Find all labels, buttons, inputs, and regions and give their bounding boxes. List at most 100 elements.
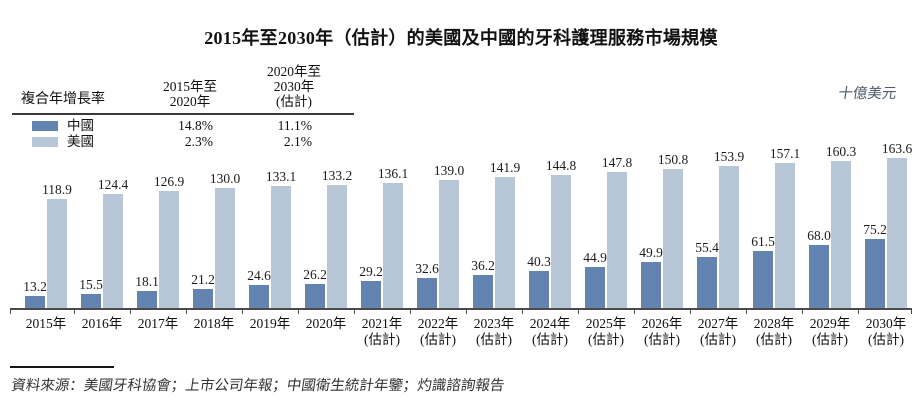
axis-tick-0 (10, 310, 11, 314)
bar-value-usa-5: 133.2 (321, 168, 353, 184)
bar-value-usa-10: 147.8 (601, 155, 633, 171)
x-label-14: 2029年 (估計) (809, 316, 851, 347)
bar-value-usa-2: 126.9 (153, 174, 185, 190)
bar-groups: 13.2 118.9 15.5 124.4 18.1 126.9 21.2 130.0 24.6… (23, 138, 912, 308)
x-label-1: 2016年 (81, 316, 123, 331)
unit-label: 十億美元 (837, 82, 898, 103)
bar-value-china-5: 26.2 (303, 266, 327, 282)
axis-tick-4 (242, 310, 243, 314)
cagr-legend: 複合年增長率 2015年至 2020年 2020年至 2030年 (估計) 中國… (12, 64, 354, 149)
x-axis (10, 308, 912, 314)
axis-tick-2 (130, 310, 131, 314)
bar-value-usa-13: 157.1 (769, 146, 801, 162)
x-label-8: 2023年 (估計) (473, 316, 515, 347)
axis-tick-6 (354, 310, 355, 314)
bar-china-9: 40.3 (527, 254, 551, 308)
x-label-4: 2019年 (249, 316, 291, 331)
bar-value-china-14: 68.0 (807, 228, 831, 244)
bar-china-4: 24.6 (247, 268, 271, 308)
china-series-label: 中國 (67, 118, 94, 133)
axis-tick-13 (746, 310, 747, 314)
axis-tick-12 (690, 310, 691, 314)
x-label-3: 2018年 (193, 316, 235, 331)
x-label-0: 2015年 (25, 316, 67, 331)
bar-value-china-4: 24.6 (247, 268, 271, 284)
bar-value-china-0: 13.2 (23, 278, 47, 294)
source-note: 資料來源：美國牙科協會；上市公司年報；中國衛生統計年鑒；灼識諮詢報告 (10, 374, 505, 395)
bar-value-usa-11: 150.8 (657, 152, 689, 168)
bar-group-0: 13.2 118.9 (23, 182, 72, 308)
bar-usa-3: 130.0 (210, 171, 240, 308)
bar-value-usa-4: 133.1 (265, 168, 297, 184)
bar-value-usa-14: 160.3 (825, 143, 857, 159)
bar-group-7: 32.6 139.0 (415, 163, 464, 308)
x-axis-line (10, 308, 912, 310)
legend-usa-name: 美國 (12, 134, 134, 149)
axis-tick-3 (186, 310, 187, 314)
axis-tick-16 (911, 310, 912, 314)
bar-usa-6: 136.1 (378, 166, 408, 308)
legend-china-name: 中國 (12, 118, 134, 133)
bar-group-14: 68.0 160.3 (807, 144, 856, 308)
bar-group-15: 75.2 163.6 (863, 141, 912, 308)
bar-value-china-8: 36.2 (471, 257, 495, 273)
x-label-15: 2030年 (估計) (865, 316, 907, 347)
china-cagr-period2: 11.1% (277, 118, 312, 133)
bar-value-china-3: 21.2 (191, 271, 215, 287)
x-label-6: 2021年 (估計) (361, 316, 403, 347)
bar-value-china-10: 44.9 (583, 249, 607, 265)
bar-value-usa-1: 124.4 (97, 176, 129, 192)
x-label-10: 2025年 (估計) (585, 316, 627, 347)
bar-china-12: 55.4 (695, 240, 719, 308)
x-label-5: 2020年 (305, 316, 347, 331)
bar-group-3: 21.2 130.0 (191, 171, 240, 308)
bar-china-8: 36.2 (471, 258, 495, 308)
axis-tick-5 (298, 310, 299, 314)
bar-usa-0: 118.9 (42, 182, 72, 308)
legend-divider (12, 113, 354, 115)
unit-label-text: 十億美元 (837, 86, 898, 102)
bar-china-0: 13.2 (23, 279, 47, 308)
bar-usa-13: 157.1 (770, 146, 800, 308)
bar-usa-15: 163.6 (882, 141, 912, 308)
bar-china-5: 26.2 (303, 267, 327, 308)
cagr-legend-header: 複合年增長率 2015年至 2020年 2020年至 2030年 (估計) (12, 64, 354, 109)
axis-tick-11 (634, 310, 635, 314)
x-label-2: 2017年 (137, 316, 179, 331)
bar-usa-5: 133.2 (322, 168, 352, 308)
bar-value-usa-3: 130.0 (209, 171, 241, 187)
axis-tick-14 (802, 310, 803, 314)
bar-china-3: 21.2 (191, 272, 215, 308)
bar-group-8: 36.2 141.9 (471, 160, 520, 308)
x-label-13: 2028年 (估計) (753, 316, 795, 347)
bar-china-2: 18.1 (135, 274, 159, 308)
bar-value-china-6: 29.2 (359, 264, 383, 280)
bar-usa-10: 147.8 (602, 155, 632, 308)
usa-cagr-period2: 2.1% (283, 134, 312, 149)
bar-china-6: 29.2 (359, 264, 383, 308)
bar-value-china-7: 32.6 (415, 261, 439, 277)
bar-group-6: 29.2 136.1 (359, 166, 408, 308)
bar-usa-7: 139.0 (434, 163, 464, 308)
source-divider (10, 366, 114, 368)
bar-usa-8: 141.9 (490, 160, 520, 308)
axis-tick-8 (466, 310, 467, 314)
china-series-swatch (32, 120, 58, 131)
bar-value-usa-0: 118.9 (42, 181, 72, 197)
bar-value-china-12: 55.4 (695, 240, 719, 256)
x-label-9: 2024年 (估計) (529, 316, 571, 347)
chart-title: 2015年至2030年（估計）的美國及中國的牙科護理服務市場規模 (204, 28, 718, 48)
bar-group-1: 15.5 124.4 (79, 177, 128, 308)
bar-value-usa-12: 153.9 (713, 149, 745, 165)
cagr-label: 複合年增長率 (21, 92, 105, 107)
axis-tick-15 (858, 310, 859, 314)
bar-group-10: 44.9 147.8 (583, 155, 632, 308)
bar-group-4: 24.6 133.1 (247, 169, 296, 308)
bar-value-china-15: 75.2 (863, 221, 887, 237)
bar-usa-12: 153.9 (714, 149, 744, 308)
bar-usa-14: 160.3 (826, 144, 856, 308)
bar-value-china-9: 40.3 (527, 253, 551, 269)
bar-china-13: 61.5 (751, 234, 775, 308)
usa-series-swatch (32, 136, 58, 147)
